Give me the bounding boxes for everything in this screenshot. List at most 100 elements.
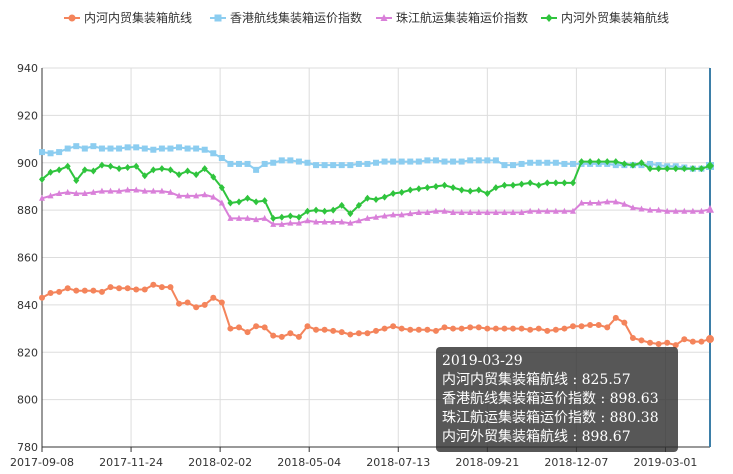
data-point[interactable] bbox=[116, 145, 123, 152]
data-point[interactable] bbox=[424, 184, 431, 192]
data-point[interactable] bbox=[90, 188, 97, 195]
data-point[interactable] bbox=[587, 199, 594, 206]
data-point[interactable] bbox=[330, 218, 337, 225]
data-point[interactable] bbox=[235, 214, 242, 221]
data-point[interactable] bbox=[407, 158, 414, 165]
data-point[interactable] bbox=[638, 337, 645, 344]
data-point[interactable] bbox=[338, 218, 345, 225]
data-point[interactable] bbox=[81, 145, 88, 152]
data-point[interactable] bbox=[510, 208, 517, 215]
data-point[interactable] bbox=[133, 186, 140, 193]
data-point[interactable] bbox=[672, 165, 679, 173]
data-point[interactable] bbox=[518, 325, 525, 332]
data-point[interactable] bbox=[407, 326, 414, 333]
data-point[interactable] bbox=[81, 166, 88, 174]
data-point[interactable] bbox=[321, 162, 328, 169]
data-point[interactable] bbox=[706, 335, 714, 344]
data-point[interactable] bbox=[270, 220, 277, 227]
data-point[interactable] bbox=[39, 175, 45, 183]
data-point[interactable] bbox=[578, 199, 585, 206]
data-point[interactable] bbox=[681, 336, 688, 343]
data-point[interactable] bbox=[116, 285, 123, 292]
data-point[interactable] bbox=[201, 146, 208, 153]
data-point[interactable] bbox=[158, 165, 165, 173]
data-point[interactable] bbox=[424, 208, 431, 215]
data-point[interactable] bbox=[415, 158, 422, 165]
data-point[interactable] bbox=[47, 168, 54, 176]
data-point[interactable] bbox=[278, 220, 285, 227]
data-point[interactable] bbox=[373, 195, 379, 203]
data-point[interactable] bbox=[321, 326, 328, 333]
data-point[interactable] bbox=[612, 198, 619, 205]
data-point[interactable] bbox=[432, 157, 439, 164]
data-point[interactable] bbox=[218, 199, 225, 206]
data-point[interactable] bbox=[270, 332, 277, 339]
data-point[interactable] bbox=[150, 281, 157, 288]
data-point[interactable] bbox=[441, 207, 448, 214]
data-point[interactable] bbox=[621, 319, 628, 326]
data-point[interactable] bbox=[510, 325, 517, 332]
data-point[interactable] bbox=[706, 204, 714, 213]
data-point[interactable] bbox=[390, 190, 397, 198]
legend-item-3[interactable]: 内河外贸集装箱航线 bbox=[541, 10, 669, 25]
data-point[interactable] bbox=[39, 294, 45, 301]
data-point[interactable] bbox=[81, 287, 88, 294]
data-point[interactable] bbox=[261, 160, 268, 167]
data-point[interactable] bbox=[647, 339, 654, 346]
data-point[interactable] bbox=[373, 159, 379, 166]
data-point[interactable] bbox=[441, 181, 448, 189]
data-point[interactable] bbox=[432, 182, 439, 190]
data-point[interactable] bbox=[398, 325, 405, 332]
data-point[interactable] bbox=[501, 162, 508, 169]
data-point[interactable] bbox=[544, 159, 551, 166]
data-point[interactable] bbox=[655, 162, 662, 169]
data-point[interactable] bbox=[467, 208, 474, 215]
data-point[interactable] bbox=[347, 162, 354, 169]
data-point[interactable] bbox=[415, 208, 422, 215]
data-point[interactable] bbox=[304, 217, 311, 224]
data-point[interactable] bbox=[133, 162, 140, 170]
data-point[interactable] bbox=[587, 158, 594, 166]
data-point[interactable] bbox=[595, 199, 602, 206]
data-point[interactable] bbox=[475, 208, 482, 215]
data-point[interactable] bbox=[450, 325, 457, 332]
data-point[interactable] bbox=[527, 179, 534, 187]
data-point[interactable] bbox=[501, 325, 508, 332]
data-point[interactable] bbox=[64, 145, 71, 152]
data-point[interactable] bbox=[390, 323, 397, 330]
data-point[interactable] bbox=[56, 190, 63, 197]
data-point[interactable] bbox=[527, 326, 534, 333]
data-point[interactable] bbox=[501, 208, 508, 215]
data-point[interactable] bbox=[201, 191, 208, 198]
data-point[interactable] bbox=[295, 333, 302, 340]
data-point[interactable] bbox=[475, 324, 482, 331]
data-point[interactable] bbox=[450, 158, 457, 165]
data-point[interactable] bbox=[133, 286, 140, 293]
data-point[interactable] bbox=[612, 314, 619, 321]
data-point[interactable] bbox=[193, 145, 200, 152]
data-point[interactable] bbox=[561, 207, 568, 214]
data-point[interactable] bbox=[338, 329, 345, 336]
data-point[interactable] bbox=[330, 162, 337, 169]
data-point[interactable] bbox=[629, 204, 636, 211]
data-point[interactable] bbox=[167, 166, 174, 174]
data-point[interactable] bbox=[90, 167, 97, 175]
data-point[interactable] bbox=[167, 284, 174, 291]
data-point[interactable] bbox=[595, 158, 602, 166]
data-point[interactable] bbox=[330, 327, 337, 334]
data-point[interactable] bbox=[47, 192, 54, 199]
data-point[interactable] bbox=[647, 165, 654, 173]
data-point[interactable] bbox=[398, 211, 405, 218]
data-point[interactable] bbox=[107, 284, 114, 291]
data-point[interactable] bbox=[253, 323, 260, 330]
data-point[interactable] bbox=[544, 179, 551, 187]
data-point[interactable] bbox=[278, 213, 285, 221]
data-point[interactable] bbox=[492, 157, 499, 164]
data-point[interactable] bbox=[261, 214, 268, 221]
data-point[interactable] bbox=[458, 158, 465, 165]
data-point[interactable] bbox=[210, 193, 217, 200]
data-point[interactable] bbox=[90, 287, 97, 294]
data-point[interactable] bbox=[484, 208, 491, 215]
data-point[interactable] bbox=[347, 210, 354, 218]
data-point[interactable] bbox=[141, 172, 148, 180]
